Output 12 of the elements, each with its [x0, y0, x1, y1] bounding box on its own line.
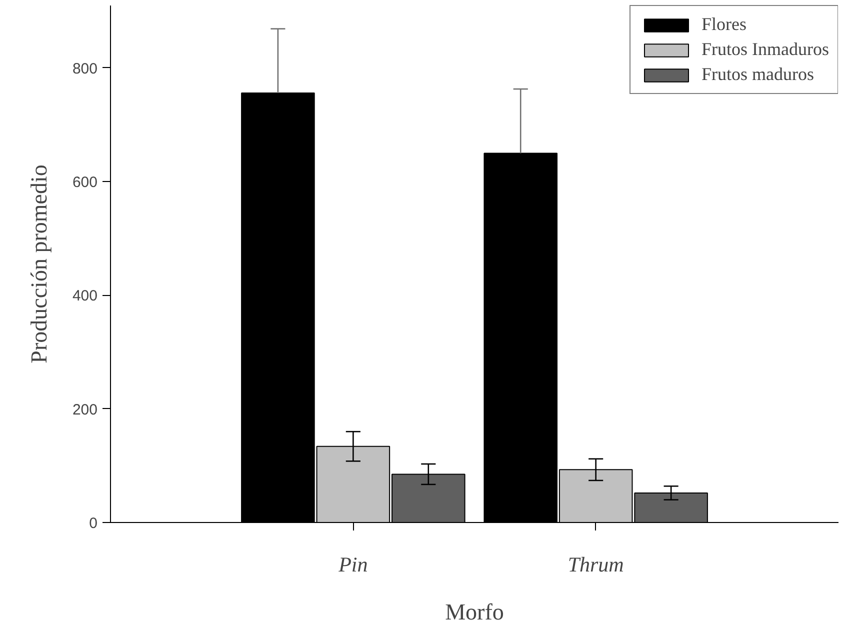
y-tick-label: 200 — [72, 401, 98, 418]
y-tick-label: 400 — [72, 288, 98, 305]
legend-label: Flores — [702, 14, 746, 35]
x-tick-label: Pin — [338, 552, 368, 576]
legend-label: Frutos maduros — [702, 64, 814, 85]
y-axis-title: Producción promedio — [26, 164, 52, 364]
y-tick-label: 800 — [72, 60, 98, 78]
x-axis-title: Morfo — [445, 600, 504, 624]
legend-label: Frutos Inmaduros — [702, 39, 829, 60]
y-tick-label: 600 — [72, 174, 98, 192]
y-tick-label: 0 — [89, 515, 98, 532]
x-tick-label: Thrum — [568, 552, 624, 576]
